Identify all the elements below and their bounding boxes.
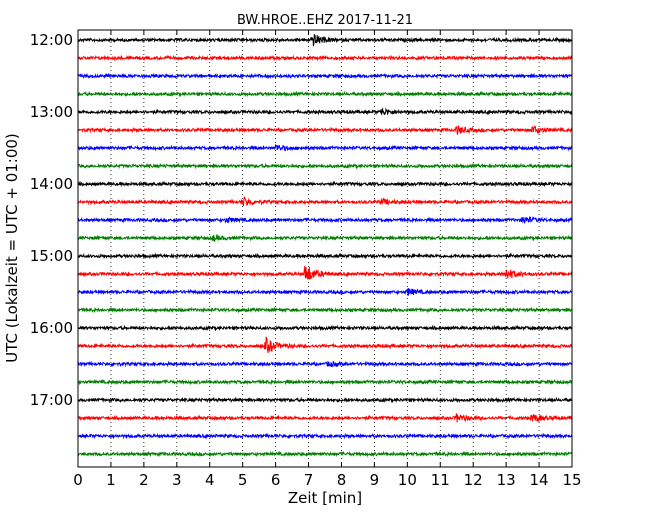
trace-line <box>77 360 573 368</box>
trace-line <box>77 215 573 225</box>
x-tick-label: 12 <box>464 471 483 489</box>
x-tick-label: 6 <box>271 471 281 489</box>
grid-lines <box>110 30 540 467</box>
x-tick-label: 4 <box>205 471 215 489</box>
x-tick-label: 7 <box>304 471 314 489</box>
trace-line <box>77 396 573 404</box>
trace-line <box>77 336 573 354</box>
x-tick-label: 8 <box>337 471 347 489</box>
y-tick-label: 15:00 <box>30 247 73 265</box>
trace-line <box>77 107 573 116</box>
y-axis-label: UTC (Lokalzeit = UTC + 01:00) <box>3 133 21 363</box>
trace-line <box>77 450 573 458</box>
trace-line <box>77 90 573 98</box>
trace-line <box>77 144 573 152</box>
x-tick-label: 5 <box>238 471 248 489</box>
plot-frame <box>77 29 573 468</box>
trace-line <box>77 252 573 260</box>
trace-line <box>77 432 573 440</box>
y-tick-label: 14:00 <box>30 175 73 193</box>
trace-line <box>77 234 573 242</box>
trace-line <box>77 196 573 207</box>
y-tick-label: 17:00 <box>30 391 73 409</box>
trace-line <box>77 180 573 188</box>
y-axis-ticks: 12:00 13:00 14:00 15:00 16:00 17:00 <box>30 31 572 409</box>
trace-line <box>77 125 573 135</box>
x-tick-label: 14 <box>530 471 549 489</box>
y-tick-label: 12:00 <box>30 31 73 49</box>
trace-line <box>77 412 573 423</box>
y-tick-label: 16:00 <box>30 319 73 337</box>
trace-line <box>77 34 573 47</box>
chart-title: BW.HROE..EHZ 2017-11-21 <box>237 13 413 28</box>
trace-line <box>77 306 573 314</box>
x-tick-label: 10 <box>398 471 417 489</box>
trace-line <box>77 162 573 170</box>
x-tick-label: 15 <box>562 471 581 489</box>
x-tick-label: 0 <box>73 471 83 489</box>
x-tick-label: 13 <box>497 471 516 489</box>
x-tick-label: 1 <box>106 471 116 489</box>
x-tick-label: 11 <box>431 471 450 489</box>
trace-line <box>77 288 573 296</box>
trace-line <box>77 324 573 332</box>
x-tick-label: 9 <box>370 471 380 489</box>
x-axis-label: Zeit [min] <box>288 489 362 507</box>
x-tick-label: 2 <box>139 471 149 489</box>
trace-line <box>77 265 573 280</box>
trace-line <box>77 378 573 386</box>
x-axis-ticks: 0 1 2 3 4 5 6 7 8 9 10 11 12 13 14 15 <box>73 30 582 489</box>
trace-line <box>77 54 573 62</box>
y-tick-label: 13:00 <box>30 103 73 121</box>
trace-line <box>77 72 573 80</box>
trace-group <box>77 34 573 458</box>
x-tick-label: 3 <box>172 471 182 489</box>
